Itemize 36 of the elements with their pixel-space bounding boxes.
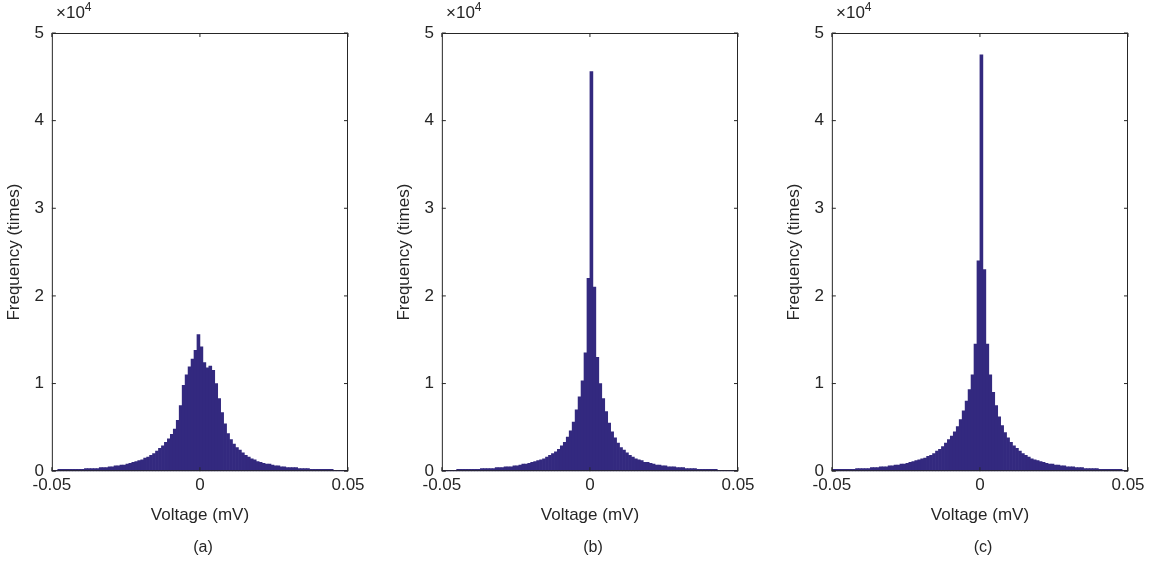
y-tick-label: 4 <box>814 110 824 130</box>
x-tick-label: -0.05 <box>32 475 72 495</box>
text: (b) <box>582 538 604 556</box>
x-tick-label: 0 <box>975 475 985 495</box>
text: ×10$^{4}$ <box>56 0 92 23</box>
y-axis-title: Frequency (times) <box>783 183 803 321</box>
y-axis-title: Frequency (times) <box>393 183 413 321</box>
y-axis-title: Frequency (times) <box>3 183 23 321</box>
x-tick-label: -0.05 <box>812 475 852 495</box>
x-axis-title: Voltage (mV) <box>150 505 250 525</box>
x-tick-label: 0.05 <box>331 475 365 495</box>
y-tick-label: 4 <box>34 110 44 130</box>
y-tick-label: 1 <box>34 373 44 393</box>
x-axis-title: Voltage (mV) <box>540 505 640 525</box>
y-tick-label: 3 <box>424 197 434 217</box>
y-tick-label: 5 <box>424 22 434 42</box>
y-tick-label: 4 <box>424 110 434 130</box>
y-tick-label: 3 <box>814 197 824 217</box>
y-tick-label: 2 <box>34 285 44 305</box>
y-tick-label: 5 <box>34 22 44 42</box>
x-tick-label: 0 <box>195 475 205 495</box>
y-tick-label: 5 <box>814 22 824 42</box>
y-tick-label: 1 <box>814 373 824 393</box>
text: (a) <box>192 538 214 556</box>
x-tick-label: -0.05 <box>422 475 462 495</box>
x-tick-label: 0 <box>585 475 595 495</box>
y-tick-label: 1 <box>424 373 434 393</box>
x-tick-label: 0.05 <box>721 475 755 495</box>
y-tick-label: 2 <box>424 285 434 305</box>
text: (c) <box>972 538 994 556</box>
y-tick-label: 3 <box>34 197 44 217</box>
text: ×10$^{4}$ <box>836 0 872 23</box>
x-tick-label: 0.05 <box>1111 475 1145 495</box>
text: ×10$^{4}$ <box>446 0 482 23</box>
x-axis-title: Voltage (mV) <box>930 505 1030 525</box>
y-tick-label: 2 <box>814 285 824 305</box>
